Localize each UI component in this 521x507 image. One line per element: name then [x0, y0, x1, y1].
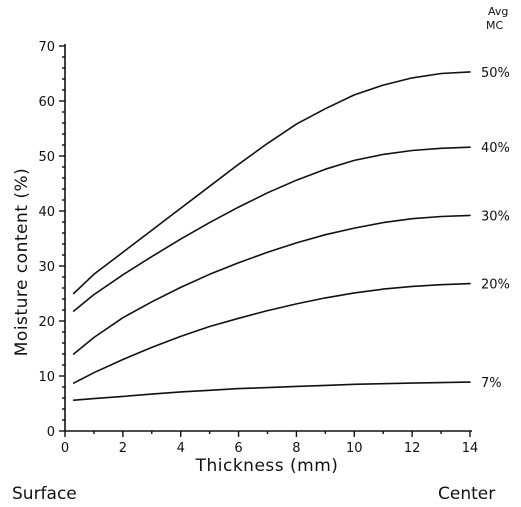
series-curve-20pct: [72, 282, 471, 384]
x-tick-label: 4: [177, 441, 185, 456]
x-tick-label: 6: [234, 441, 242, 456]
y-tick-label: 40: [38, 205, 55, 220]
y-tick-label: 70: [38, 40, 55, 55]
y-tick-label: 60: [38, 95, 55, 110]
x-tick-label: 2: [119, 441, 127, 456]
y-tick-label: 50: [38, 150, 55, 165]
series-label-20pct: 20%: [481, 278, 510, 293]
surface-label: Surface: [12, 484, 77, 504]
x-axis-title: Thickness (mm): [195, 456, 339, 476]
center-label: Center: [438, 484, 495, 504]
y-ticks: 0 10 20 30 40 50 60 70: [38, 40, 65, 440]
series-label-30pct: 30%: [481, 209, 510, 224]
y-axis-title: Moisture content (%): [12, 168, 32, 356]
series-label-40pct: 40%: [481, 141, 510, 156]
x-tick-label: 10: [346, 441, 363, 456]
x-tick-label: 8: [292, 441, 300, 456]
series-curve-50pct: [72, 71, 471, 295]
series-curve-7pct: [72, 381, 471, 402]
series-label-50pct: 50%: [481, 66, 510, 81]
series-label-7pct: 7%: [481, 376, 502, 391]
legend-title-line-1: Avg: [488, 5, 508, 18]
series-curve-30pct: [72, 214, 471, 355]
y-tick-label: 0: [47, 425, 55, 440]
legend-title-line-2: MC: [486, 19, 503, 32]
y-tick-label: 20: [38, 315, 55, 330]
x-ticks: 0 2 4 6 8 10 12 14: [61, 431, 478, 456]
x-tick-label: 12: [404, 441, 421, 456]
x-tick-label: 14: [462, 441, 479, 456]
series-curves: [72, 71, 471, 402]
y-tick-label: 30: [38, 260, 55, 275]
axes: [64, 44, 472, 432]
series-labels: 50% 40% 30% 20% 7%: [481, 66, 510, 391]
series-curve-40pct: [72, 146, 471, 312]
y-tick-label: 10: [38, 370, 55, 385]
x-tick-label: 0: [61, 441, 69, 456]
